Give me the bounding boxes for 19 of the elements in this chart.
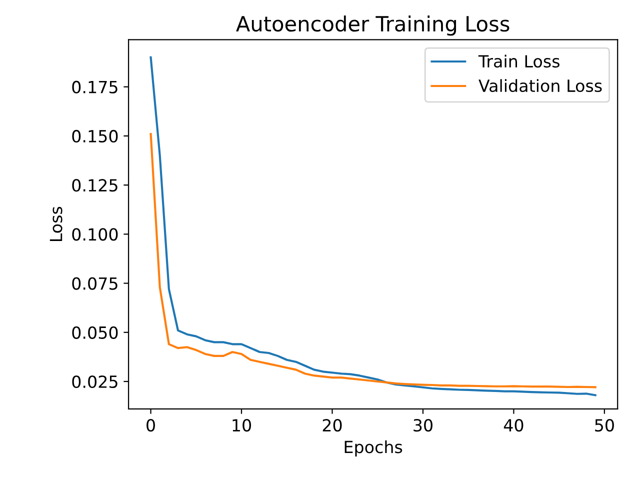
x-tick-label: 0: [146, 418, 155, 432]
x-tick-label: 30: [414, 418, 432, 432]
x-axis-title: Epochs: [344, 440, 402, 457]
legend-label: Validation Loss: [478, 79, 602, 92]
y-tick-label: 0.050: [72, 326, 118, 339]
legend-label: Train Loss: [478, 54, 560, 68]
y-tick-label: 0.025: [72, 375, 118, 388]
y-tick-label: 0.175: [72, 80, 118, 94]
x-tick-label: 50: [595, 418, 614, 432]
chart-title: Autoencoder Training Loss: [236, 16, 510, 36]
y-tick-label: 0.100: [72, 228, 118, 241]
line-series: [150, 132, 596, 388]
y-tick-label: 0.150: [72, 130, 118, 143]
y-tick-label: 0.075: [72, 277, 118, 290]
y-tick-label: 0.125: [72, 179, 118, 192]
x-tick-label: 40: [504, 418, 524, 432]
x-tick-label: 10: [232, 418, 251, 432]
y-axis-title: Loss: [50, 206, 62, 241]
x-tick-label: 20: [322, 418, 342, 432]
